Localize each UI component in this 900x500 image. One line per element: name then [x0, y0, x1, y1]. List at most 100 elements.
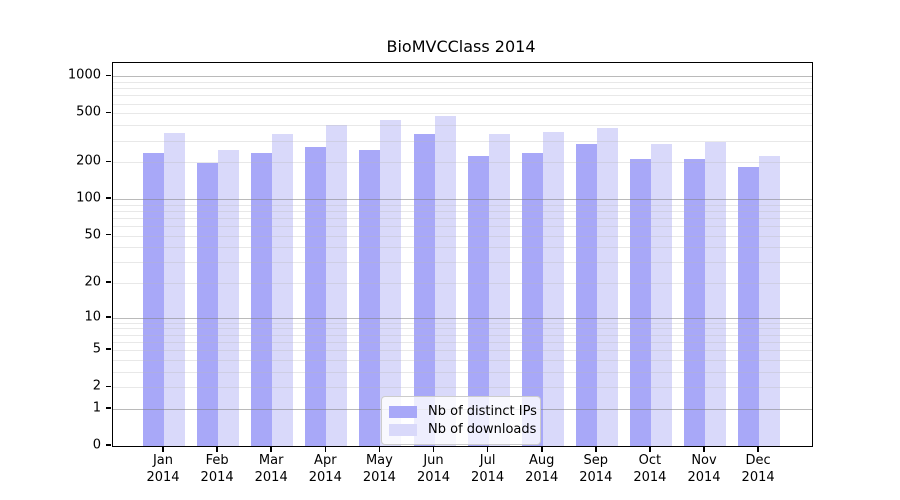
minor-gridline	[113, 235, 812, 237]
legend-row-downloads: Nb of downloads	[389, 421, 536, 438]
bar-distinct-ips-nov	[684, 158, 705, 446]
year-label: 2014	[362, 470, 396, 485]
y-tick	[105, 111, 111, 114]
y-tick-label: 10	[84, 309, 101, 325]
legend-swatch-downloads	[389, 423, 417, 436]
x-tick	[757, 446, 759, 452]
month-label: Nov	[691, 453, 717, 468]
minor-gridline	[113, 125, 812, 127]
plot-inner	[113, 63, 812, 446]
bar-downloads-jul	[488, 134, 510, 446]
x-tick-label-dec: Dec 2014	[742, 452, 775, 486]
bar-downloads-feb	[218, 150, 240, 446]
y-tick	[105, 348, 111, 350]
x-tick-label-aug: Aug 2014	[525, 452, 558, 486]
y-tick-label: 1	[92, 400, 101, 416]
legend-label-downloads: Nb of downloads	[428, 422, 537, 437]
minor-gridline	[113, 334, 812, 336]
month-label: Aug	[528, 453, 555, 468]
x-tick	[216, 446, 218, 452]
x-tick	[649, 446, 651, 452]
minor-gridline	[113, 103, 812, 105]
minor-gridline	[113, 226, 812, 227]
bar-distinct-ips-mar	[251, 152, 273, 446]
legend-label-distinct-ips: Nb of distinct IPs	[428, 404, 537, 419]
month-label: Sep	[583, 453, 609, 468]
y-tick-label: 5	[92, 341, 101, 357]
bar-downloads-dec	[759, 156, 781, 446]
x-tick-label-sep: Sep 2014	[579, 452, 612, 486]
year-label: 2014	[579, 470, 613, 485]
minor-gridline	[113, 113, 812, 115]
year-label: 2014	[525, 470, 559, 485]
y-tick-label: 1000	[67, 67, 101, 83]
year-label: 2014	[471, 470, 505, 485]
minor-gridline	[113, 88, 812, 90]
y-tick	[105, 197, 111, 199]
minor-gridline	[113, 210, 812, 212]
x-tick-label-nov: Nov 2014	[687, 452, 720, 486]
x-tick	[378, 446, 381, 452]
x-tick	[432, 446, 435, 452]
minor-gridline	[113, 371, 812, 373]
bar-downloads-jan	[164, 133, 185, 446]
x-tick-label-jun: Jun 2014	[417, 452, 450, 486]
x-tick-label-mar: Mar 2014	[255, 452, 288, 486]
bar-distinct-ips-feb	[197, 163, 219, 446]
month-label: Apr	[314, 453, 337, 468]
month-label: May	[365, 453, 393, 468]
major-gridline	[113, 317, 812, 319]
x-tick	[703, 446, 705, 452]
year-label: 2014	[633, 470, 667, 485]
month-label: Mar	[258, 453, 284, 468]
month-label: Jun	[423, 453, 444, 468]
month-label: Jul	[479, 453, 496, 468]
bar-distinct-ips-jun	[413, 134, 435, 446]
minor-gridline	[113, 350, 812, 352]
x-tick	[541, 446, 543, 452]
y-tick	[105, 281, 111, 283]
bar-distinct-ips-may	[359, 150, 381, 446]
x-tick	[270, 446, 272, 452]
bar-downloads-sep	[596, 128, 618, 446]
minor-gridline	[113, 328, 812, 330]
minor-gridline	[113, 162, 812, 164]
month-label: Feb	[205, 453, 229, 468]
bar-distinct-ips-jan	[143, 152, 164, 446]
minor-gridline	[113, 283, 812, 285]
x-tick-label-jan: Jan 2014	[146, 452, 179, 486]
year-label: 2014	[254, 470, 288, 485]
bar-downloads-apr	[326, 124, 348, 446]
x-tick	[324, 446, 327, 452]
year-label: 2014	[687, 470, 721, 485]
bar-downloads-jun	[434, 115, 456, 446]
minor-gridline	[113, 322, 812, 324]
y-tick-label: 20	[84, 274, 101, 290]
y-tick	[105, 316, 111, 318]
bar-distinct-ips-aug	[521, 153, 543, 446]
y-tick	[105, 385, 111, 387]
y-tick	[105, 233, 111, 236]
bar-downloads-mar	[272, 133, 294, 446]
y-tick-label: 500	[76, 104, 101, 120]
bar-distinct-ips-oct	[629, 158, 651, 446]
minor-gridline	[113, 247, 812, 249]
bar-downloads-nov	[705, 141, 726, 446]
minor-gridline	[113, 95, 812, 97]
legend-row-distinct-ips: Nb of distinct IPs	[389, 403, 537, 420]
legend-swatch-distinct-ips	[389, 405, 417, 418]
y-tick	[105, 74, 111, 77]
minor-gridline	[113, 140, 812, 142]
major-gridline	[113, 199, 812, 201]
year-label: 2014	[416, 470, 451, 485]
chart-title: BioMVCClass 2014	[386, 37, 536, 56]
major-gridline	[113, 76, 812, 78]
year-label: 2014	[308, 470, 342, 485]
year-label: 2014	[741, 470, 775, 485]
y-tick	[105, 160, 111, 162]
bar-distinct-ips-jul	[467, 155, 489, 446]
minor-gridline	[113, 217, 812, 219]
bar-distinct-ips-dec	[738, 167, 760, 446]
month-label: Oct	[638, 453, 662, 468]
